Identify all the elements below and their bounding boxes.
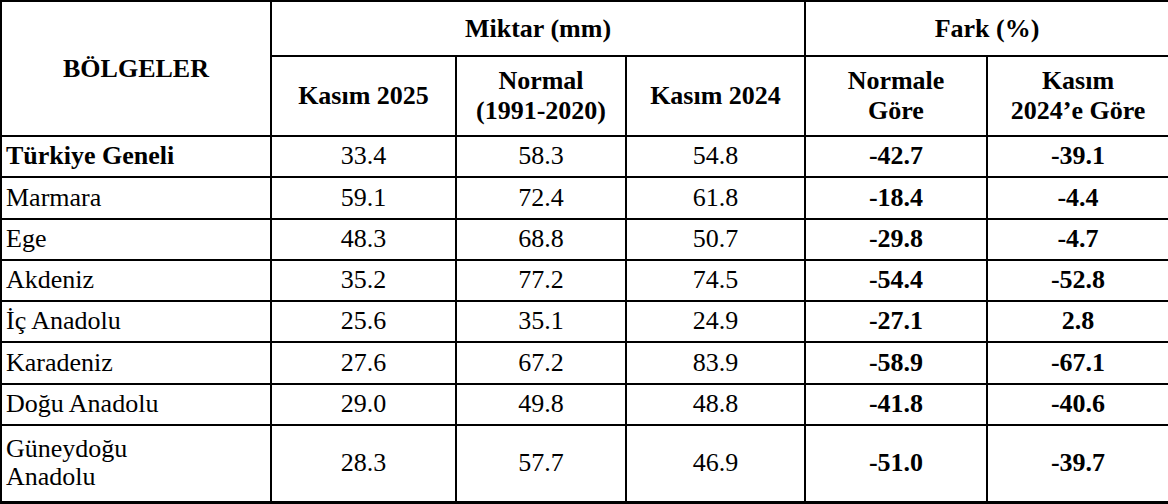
table-row-turkiye-geneli: Türkiye Geneli 33.4 58.3 54.8 -42.7 -39.…: [1, 136, 1168, 177]
header-kasim-2024e-gore: Kasım 2024’e Göre: [987, 56, 1168, 136]
header-normale-gore: Normale Göre: [805, 56, 987, 136]
cell-kasim-2024e-gore: -39.1: [987, 136, 1168, 177]
header-amount-group: Miktar (mm): [271, 1, 805, 56]
cell-normal: 35.1: [456, 301, 626, 342]
cell-normale-gore: -41.8: [805, 384, 987, 425]
cell-kasim-2024e-gore: -52.8: [987, 260, 1168, 301]
cell-region: Güneydoğu Anadolu: [1, 425, 271, 503]
cell-kasim-2025: 33.4: [271, 136, 456, 177]
cell-kasim-2024: 83.9: [626, 342, 805, 383]
cell-region: Doğu Anadolu: [1, 384, 271, 425]
table-row-dogu-anadolu: Doğu Anadolu 29.0 49.8 48.8 -41.8 -40.6: [1, 384, 1168, 425]
cell-kasim-2024: 61.8: [626, 177, 805, 218]
cell-normal: 77.2: [456, 260, 626, 301]
header-regions: BÖLGELER: [1, 1, 271, 136]
cell-normale-gore: -54.4: [805, 260, 987, 301]
table-row-akdeniz: Akdeniz 35.2 77.2 74.5 -54.4 -52.8: [1, 260, 1168, 301]
cell-normal: 72.4: [456, 177, 626, 218]
cell-kasim-2025: 59.1: [271, 177, 456, 218]
cell-kasim-2024: 54.8: [626, 136, 805, 177]
header-kasim-2025: Kasım 2025: [271, 56, 456, 136]
cell-region: Akdeniz: [1, 260, 271, 301]
table-row-guneydogu-anadolu: Güneydoğu Anadolu 28.3 57.7 46.9 -51.0 -…: [1, 425, 1168, 503]
cell-kasim-2024: 74.5: [626, 260, 805, 301]
header-kasim-2024: Kasım 2024: [626, 56, 805, 136]
cell-kasim-2024e-gore: -40.6: [987, 384, 1168, 425]
header-diff-group: Fark (%): [805, 1, 1168, 56]
cell-kasim-2024: 50.7: [626, 219, 805, 260]
cell-kasim-2024: 46.9: [626, 425, 805, 503]
cell-kasim-2024e-gore: -4.4: [987, 177, 1168, 218]
cell-kasim-2025: 35.2: [271, 260, 456, 301]
cell-kasim-2024: 24.9: [626, 301, 805, 342]
cell-kasim-2025: 28.3: [271, 425, 456, 503]
cell-normal: 67.2: [456, 342, 626, 383]
precipitation-table-page: BÖLGELER Miktar (mm) Fark (%) Kasım 2025…: [0, 0, 1168, 504]
cell-normal: 49.8: [456, 384, 626, 425]
table-row-karadeniz: Karadeniz 27.6 67.2 83.9 -58.9 -67.1: [1, 342, 1168, 383]
cell-normale-gore: -42.7: [805, 136, 987, 177]
cell-region: Türkiye Geneli: [1, 136, 271, 177]
cell-kasim-2024: 48.8: [626, 384, 805, 425]
cell-normale-gore: -29.8: [805, 219, 987, 260]
header-group-row: BÖLGELER Miktar (mm) Fark (%): [1, 1, 1168, 56]
cell-normale-gore: -58.9: [805, 342, 987, 383]
cell-region: İç Anadolu: [1, 301, 271, 342]
cell-normale-gore: -18.4: [805, 177, 987, 218]
cell-region: Marmara: [1, 177, 271, 218]
cell-region: Ege: [1, 219, 271, 260]
cell-kasim-2025: 48.3: [271, 219, 456, 260]
table-row-marmara: Marmara 59.1 72.4 61.8 -18.4 -4.4: [1, 177, 1168, 218]
cell-kasim-2024e-gore: 2.8: [987, 301, 1168, 342]
cell-normale-gore: -51.0: [805, 425, 987, 503]
cell-kasim-2025: 27.6: [271, 342, 456, 383]
cell-kasim-2024e-gore: -4.7: [987, 219, 1168, 260]
cell-kasim-2024e-gore: -67.1: [987, 342, 1168, 383]
cell-normal: 68.8: [456, 219, 626, 260]
cell-kasim-2024e-gore: -39.7: [987, 425, 1168, 503]
precipitation-table: BÖLGELER Miktar (mm) Fark (%) Kasım 2025…: [0, 0, 1168, 504]
cell-normal: 58.3: [456, 136, 626, 177]
header-normal-1991-2020: Normal (1991-2020): [456, 56, 626, 136]
cell-region: Karadeniz: [1, 342, 271, 383]
table-row-ege: Ege 48.3 68.8 50.7 -29.8 -4.7: [1, 219, 1168, 260]
cell-kasim-2025: 25.6: [271, 301, 456, 342]
table-row-ic-anadolu: İç Anadolu 25.6 35.1 24.9 -27.1 2.8: [1, 301, 1168, 342]
cell-normale-gore: -27.1: [805, 301, 987, 342]
cell-normal: 57.7: [456, 425, 626, 503]
cell-kasim-2025: 29.0: [271, 384, 456, 425]
